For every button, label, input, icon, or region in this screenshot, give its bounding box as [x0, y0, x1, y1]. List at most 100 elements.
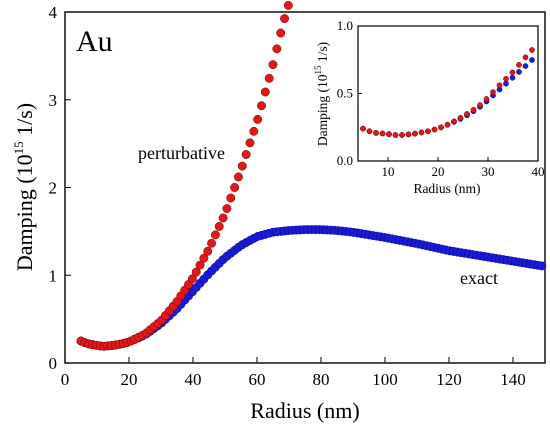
y-tick-label: 3	[49, 91, 58, 110]
x-tick-label: 20	[432, 164, 445, 179]
data-point-perturbative	[470, 106, 477, 113]
x-tick-label: 40	[185, 370, 202, 389]
data-point-perturbative	[210, 230, 220, 240]
data-point-exact	[537, 261, 547, 271]
data-point-perturbative	[187, 274, 197, 284]
inset-axis-ticks: 10 20 30 40 0.0 0.5 1.0	[337, 18, 545, 179]
y-axis-title-prefix: Damping (10	[12, 154, 37, 271]
data-point-perturbative	[214, 222, 224, 231]
data-point-perturbative	[264, 73, 274, 83]
x-tick-label: 10	[382, 164, 395, 179]
data-point-perturbative	[405, 131, 412, 138]
inset-y-axis-title-exponent: 15	[313, 65, 323, 75]
data-point-perturbative	[226, 193, 236, 203]
data-point-perturbative	[392, 132, 399, 138]
data-point-perturbative	[522, 54, 529, 61]
y-axis-title-suffix: 1/s)	[12, 103, 37, 142]
inset-y-axis-title-suffix: 1/s)	[315, 42, 330, 66]
data-point-perturbative	[496, 82, 503, 89]
data-point-exact	[529, 57, 535, 63]
data-point-perturbative	[399, 132, 405, 138]
data-point-perturbative	[483, 96, 490, 102]
y-tick-label: 0.5	[337, 86, 353, 101]
data-point-perturbative	[451, 118, 457, 125]
main-data-points	[76, 0, 547, 351]
x-tick-label: 20	[121, 370, 138, 389]
inset-plot: 10 20 30 40 0.0 0.5 1.0 Radius (nm) Damping (1…	[313, 18, 545, 196]
data-point-perturbative	[222, 204, 232, 214]
data-point-perturbative	[529, 47, 535, 53]
data-point-perturbative	[366, 128, 373, 135]
data-point-perturbative	[218, 213, 228, 223]
data-point-perturbative	[418, 129, 425, 136]
data-point-perturbative	[191, 267, 201, 277]
data-point-exact	[522, 63, 529, 69]
data-point-perturbative	[237, 161, 247, 171]
data-point-exact	[509, 74, 516, 81]
x-tick-label: 120	[436, 370, 462, 389]
data-point-perturbative	[490, 89, 496, 96]
data-point-perturbative	[386, 131, 392, 137]
data-point-perturbative	[438, 124, 444, 131]
x-tick-label: 100	[372, 370, 398, 389]
x-tick-label: 30	[482, 164, 495, 179]
inset-y-axis-title: Damping (1015 1/s)	[313, 42, 330, 146]
x-tick-label: 0	[61, 370, 70, 389]
y-axis-title-exponent: 15	[11, 141, 26, 154]
x-tick-label: 140	[500, 370, 526, 389]
data-point-perturbative	[516, 62, 522, 68]
data-point-perturbative	[272, 44, 282, 54]
data-point-perturbative	[431, 126, 438, 133]
data-point-perturbative	[425, 128, 431, 135]
data-point-perturbative	[253, 114, 263, 124]
data-point-perturbative	[230, 183, 240, 192]
data-point-perturbative	[245, 138, 255, 148]
data-point-perturbative	[268, 60, 278, 70]
y-tick-label: 0	[49, 354, 58, 373]
data-point-perturbative	[464, 111, 470, 117]
data-point-perturbative	[257, 101, 266, 111]
data-point-perturbative	[276, 28, 286, 38]
data-point-perturbative	[477, 102, 483, 108]
inset-data-points	[360, 47, 535, 138]
y-tick-label: 1.0	[337, 18, 353, 33]
x-tick-label: 60	[249, 370, 266, 389]
x-tick-label: 80	[313, 370, 330, 389]
y-tick-label: 0.0	[337, 153, 353, 168]
data-point-perturbative	[249, 126, 259, 136]
y-axis-title: Damping (1015 1/s)	[11, 103, 37, 271]
data-point-perturbative	[199, 253, 209, 263]
data-point-perturbative	[457, 114, 464, 121]
data-point-perturbative	[195, 260, 205, 270]
panel-label: Au	[76, 25, 113, 58]
inset-plot-background	[358, 26, 538, 161]
data-point-perturbative	[373, 130, 379, 136]
data-point-perturbative	[241, 150, 251, 159]
y-tick-label: 1	[49, 266, 58, 285]
inset-x-axis-title: Radius (nm)	[413, 181, 480, 196]
data-point-exact	[503, 80, 509, 87]
data-point-perturbative	[280, 14, 289, 24]
annotation-perturbative: perturbative	[138, 143, 225, 163]
data-point-perturbative	[503, 75, 509, 82]
annotation-exact: exact	[460, 268, 498, 288]
x-tick-label: 40	[532, 164, 545, 179]
x-axis-title: Radius (nm)	[250, 398, 359, 423]
data-point-perturbative	[360, 125, 366, 132]
data-point-perturbative	[379, 130, 386, 137]
data-point-perturbative	[283, 0, 293, 10]
data-point-perturbative	[207, 238, 217, 248]
data-point-perturbative	[509, 69, 516, 76]
data-point-perturbative	[233, 172, 243, 182]
data-point-perturbative	[203, 246, 213, 256]
y-tick-label: 2	[49, 179, 58, 198]
y-tick-label: 4	[49, 3, 58, 22]
data-point-perturbative	[444, 121, 451, 128]
data-point-perturbative	[412, 130, 418, 137]
main-axis-ticks: 0 20 40 60 80 100 120 140 0 1 2 3 4	[49, 3, 526, 389]
data-point-perturbative	[260, 87, 270, 97]
data-point-exact	[516, 69, 522, 75]
inset-y-axis-title-prefix: Damping (10	[315, 74, 330, 146]
